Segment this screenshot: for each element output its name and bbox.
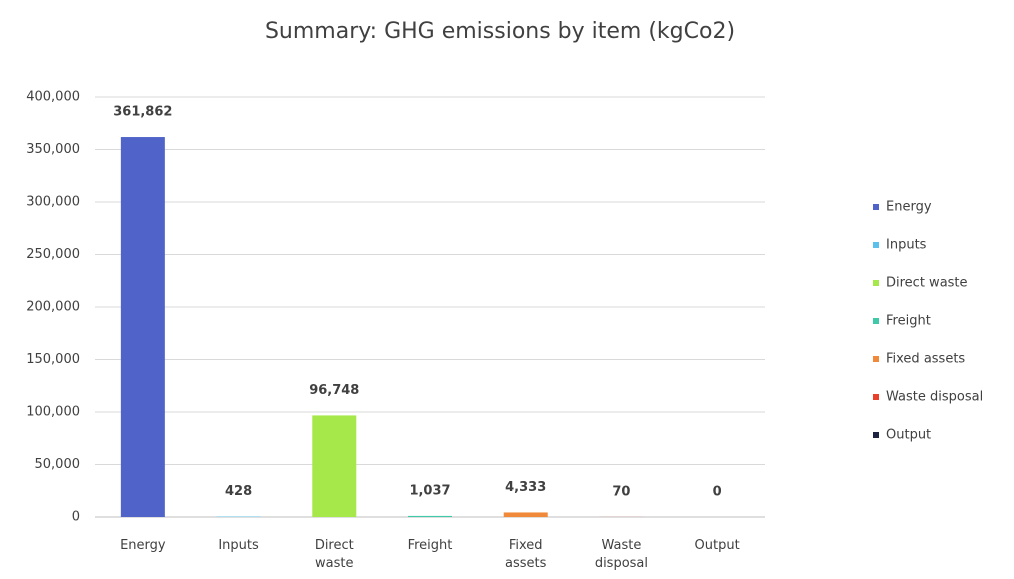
bar (503, 512, 548, 517)
legend-swatch (873, 242, 879, 248)
bar (408, 515, 452, 517)
value-label: 0 (713, 485, 722, 500)
x-tick-label: Fixed assets (505, 538, 547, 571)
legend-label: Freight (886, 314, 931, 329)
value-label: 361,862 (113, 105, 172, 120)
legend-label: Direct waste (886, 276, 968, 291)
legend-swatch (873, 356, 879, 362)
y-tick-label: 0 (72, 510, 80, 525)
value-label: 70 (612, 484, 630, 499)
bar (312, 415, 357, 517)
value-label: 1,037 (409, 483, 450, 498)
x-tick-label: Inputs (218, 538, 259, 553)
legend-swatch (873, 280, 879, 286)
y-tick-label: 200,000 (26, 300, 80, 315)
legend-swatch (873, 318, 879, 324)
x-tick-label: Output (694, 538, 740, 553)
y-tick-label: 300,000 (26, 195, 80, 210)
value-label: 96,748 (309, 383, 359, 398)
legend-swatch (873, 204, 879, 210)
x-tick-label: Waste disposal (594, 538, 649, 571)
y-tick-label: 350,000 (26, 142, 80, 157)
legend-label: Energy (886, 200, 932, 215)
legend-label: Waste disposal (886, 390, 983, 405)
y-tick-label: 150,000 (26, 352, 80, 367)
y-tick-label: 250,000 (26, 247, 80, 262)
y-tick-label: 400,000 (26, 90, 80, 105)
x-tick-label: Energy (120, 538, 166, 553)
y-tick-label: 100,000 (26, 405, 80, 420)
bar (120, 137, 165, 517)
legend-label: Output (886, 428, 931, 443)
value-label: 428 (225, 484, 252, 499)
x-tick-label: Direct waste (314, 538, 354, 571)
legend-swatch (873, 432, 879, 438)
value-label: 4,333 (505, 480, 546, 495)
legend-swatch (873, 394, 879, 400)
legend-label: Inputs (886, 238, 927, 253)
chart-title: Summary: GHG emissions by item (kgCo2) (265, 19, 735, 44)
legend-label: Fixed assets (886, 352, 965, 367)
y-tick-label: 50,000 (35, 457, 81, 472)
x-tick-label: Freight (407, 538, 453, 553)
